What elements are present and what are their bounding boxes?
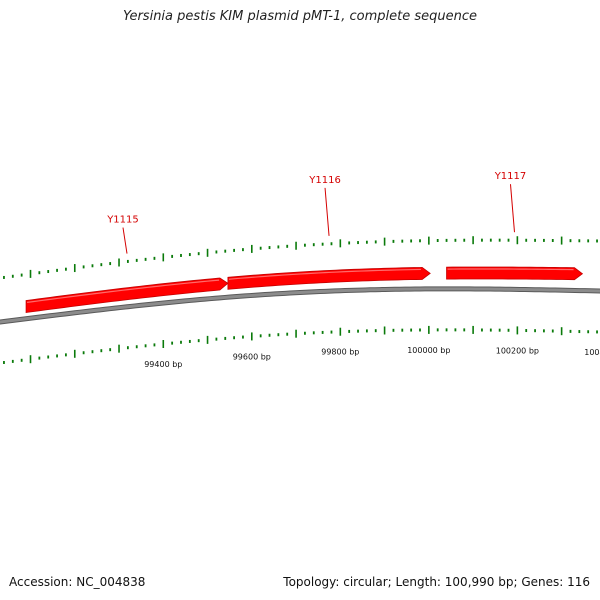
scale-label: 100200 bp [496, 346, 539, 355]
gene-label: Y1116 [308, 175, 341, 186]
gene-arrow-highlight [228, 268, 421, 280]
scale-label: 100400 bp [584, 348, 600, 357]
outer-tick-ring [3, 236, 598, 279]
gene-arrow [227, 267, 431, 290]
scale-label: 100000 bp [407, 346, 450, 355]
scale-label: 99400 bp [144, 360, 182, 369]
scale-label: 99800 bp [321, 348, 359, 357]
gene-arrow [25, 277, 229, 313]
topology-summary-text: Topology: circular; Length: 100,990 bp; … [283, 575, 590, 589]
scale-labels: 99400 bp 99600 bp 99800 bp 100000 bp 100200 … [144, 346, 600, 369]
gene-label-leader [509, 184, 515, 233]
gene-arrow [446, 266, 584, 281]
gene-label-leader [324, 187, 330, 236]
backbone-track [0, 286, 600, 325]
gene-arrow-highlight [447, 268, 574, 271]
gene-label: Y1115 [106, 215, 139, 226]
gene-label-leader [122, 227, 128, 254]
inner-tick-ring [3, 325, 598, 365]
gene-labels: Y1115Y1116Y1117Y1117.1N [106, 171, 527, 254]
map-title: Yersinia pestis KIM plasmid pMT-1, compl… [122, 9, 478, 24]
scale-label: 99600 bp [233, 352, 271, 361]
gene-track [25, 266, 584, 313]
gene-label: Y1117 [494, 171, 527, 182]
gene-arrow-highlight [27, 279, 220, 303]
accession-text: Accession: NC_004838 [9, 575, 146, 589]
backbone-line [0, 287, 600, 324]
